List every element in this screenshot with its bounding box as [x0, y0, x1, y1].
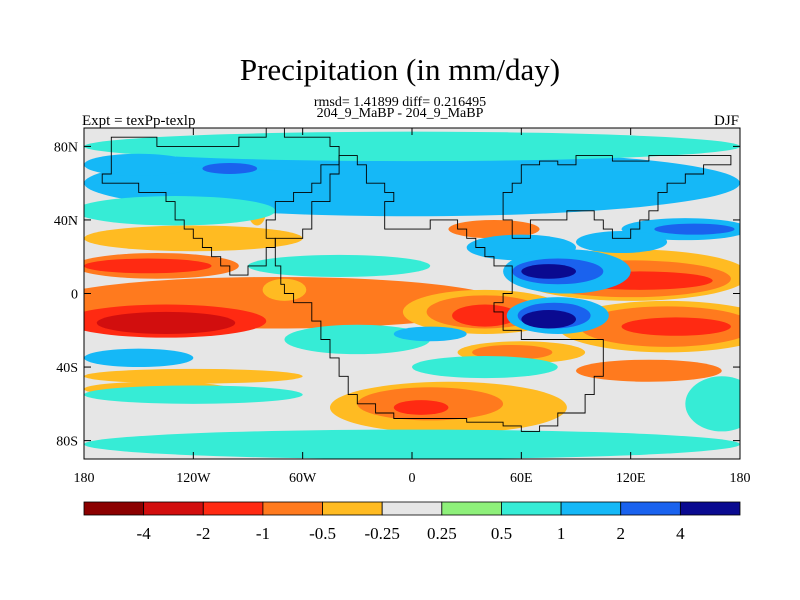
- y-tick-label: 0: [71, 288, 78, 303]
- x-tick-label: 180: [74, 471, 95, 486]
- colorbar-swatch: [143, 501, 204, 516]
- colorbar-swatch: [560, 501, 622, 516]
- anomaly-region: [84, 385, 303, 404]
- x-tick-label: 60E: [510, 471, 533, 486]
- chart-subtitle-rmsd: rmsd= 1.41899 diff= 0.216495: [313, 95, 487, 110]
- colorbar-swatch: [83, 501, 145, 516]
- anomaly-region: [84, 196, 276, 226]
- land-outline-east-land: [502, 155, 732, 239]
- colorbar-swatch: [381, 501, 443, 516]
- anomaly-region: [202, 162, 258, 174]
- axes: 180 120W 60W 0 60E 120E 180 80N 40N 0 40S 80S: [54, 128, 751, 486]
- anomaly-region: [84, 429, 740, 459]
- anomaly-region: [576, 230, 668, 254]
- colorbar-swatch: [620, 501, 681, 516]
- colorbar-level-label: 2: [616, 524, 625, 543]
- anomaly-region: [472, 344, 553, 360]
- colorbar: -4 -2 -1 -0.5 -0.25 0.25 0.5 1 2 4: [83, 501, 741, 543]
- season-label: DJF: [713, 113, 739, 129]
- anomaly-region: [393, 326, 467, 342]
- anomaly-region: [621, 317, 731, 336]
- y-tick-label: 80N: [54, 140, 78, 155]
- land-outline-south-land: [274, 155, 604, 432]
- colorbar-swatch: [679, 501, 741, 516]
- x-tick-label: 120E: [616, 471, 646, 486]
- anomaly-region: [393, 400, 449, 415]
- x-tick-label: 60W: [289, 471, 317, 486]
- anomaly-region: [84, 348, 194, 368]
- colorbar-swatch: [322, 501, 383, 516]
- colorbar-swatch: [501, 501, 562, 516]
- land-outlines: [101, 128, 732, 432]
- anomaly-region: [84, 368, 303, 384]
- anomaly-region: [521, 264, 577, 279]
- colorbar-swatch: [262, 501, 323, 516]
- anomaly-region: [685, 376, 740, 432]
- chart-subtitle-experiment: 204_9_MaBP - 204_9_MaBP: [316, 106, 484, 121]
- colorbar-level-label: -0.5: [309, 524, 336, 543]
- anomaly-region: [412, 356, 558, 379]
- y-tick-label: 40S: [56, 361, 78, 376]
- colorbar-level-label: 0.25: [427, 524, 457, 543]
- x-tick-label: 120W: [176, 471, 211, 486]
- colorbar-level-label: -2: [196, 524, 210, 543]
- land-outline-north-west-land: [101, 128, 340, 276]
- anomaly-region: [248, 254, 431, 277]
- y-tick-label: 80S: [56, 435, 78, 450]
- experiment-label: Expt = texPp-texlp: [82, 113, 196, 129]
- colorbar-level-label: -0.25: [364, 524, 399, 543]
- x-tick-label: 0: [409, 471, 416, 486]
- anomaly-region: [576, 359, 722, 382]
- colorbar-level-label: 1: [557, 524, 566, 543]
- y-tick-label: 40N: [54, 214, 78, 229]
- colorbar-level-label: 0.5: [491, 524, 512, 543]
- colorbar-swatch: [202, 501, 264, 516]
- anomaly-region: [452, 304, 518, 327]
- colorbar-level-label: 4: [676, 524, 685, 543]
- colorbar-level-label: -1: [256, 524, 270, 543]
- anomaly-region: [84, 131, 740, 162]
- anomaly-region: [96, 311, 236, 334]
- anomaly-region: [654, 223, 735, 235]
- x-tick-label: 180: [730, 471, 751, 486]
- chart-title: Precipitation (in mm/day): [239, 52, 561, 87]
- anomaly-region: [448, 219, 540, 239]
- colorbar-level-label: -4: [137, 524, 152, 543]
- colorbar-swatch: [441, 501, 502, 516]
- anomaly-region: [521, 310, 577, 329]
- map-field: [84, 128, 740, 459]
- anomaly-region: [84, 153, 194, 176]
- anomaly-region: [84, 258, 212, 274]
